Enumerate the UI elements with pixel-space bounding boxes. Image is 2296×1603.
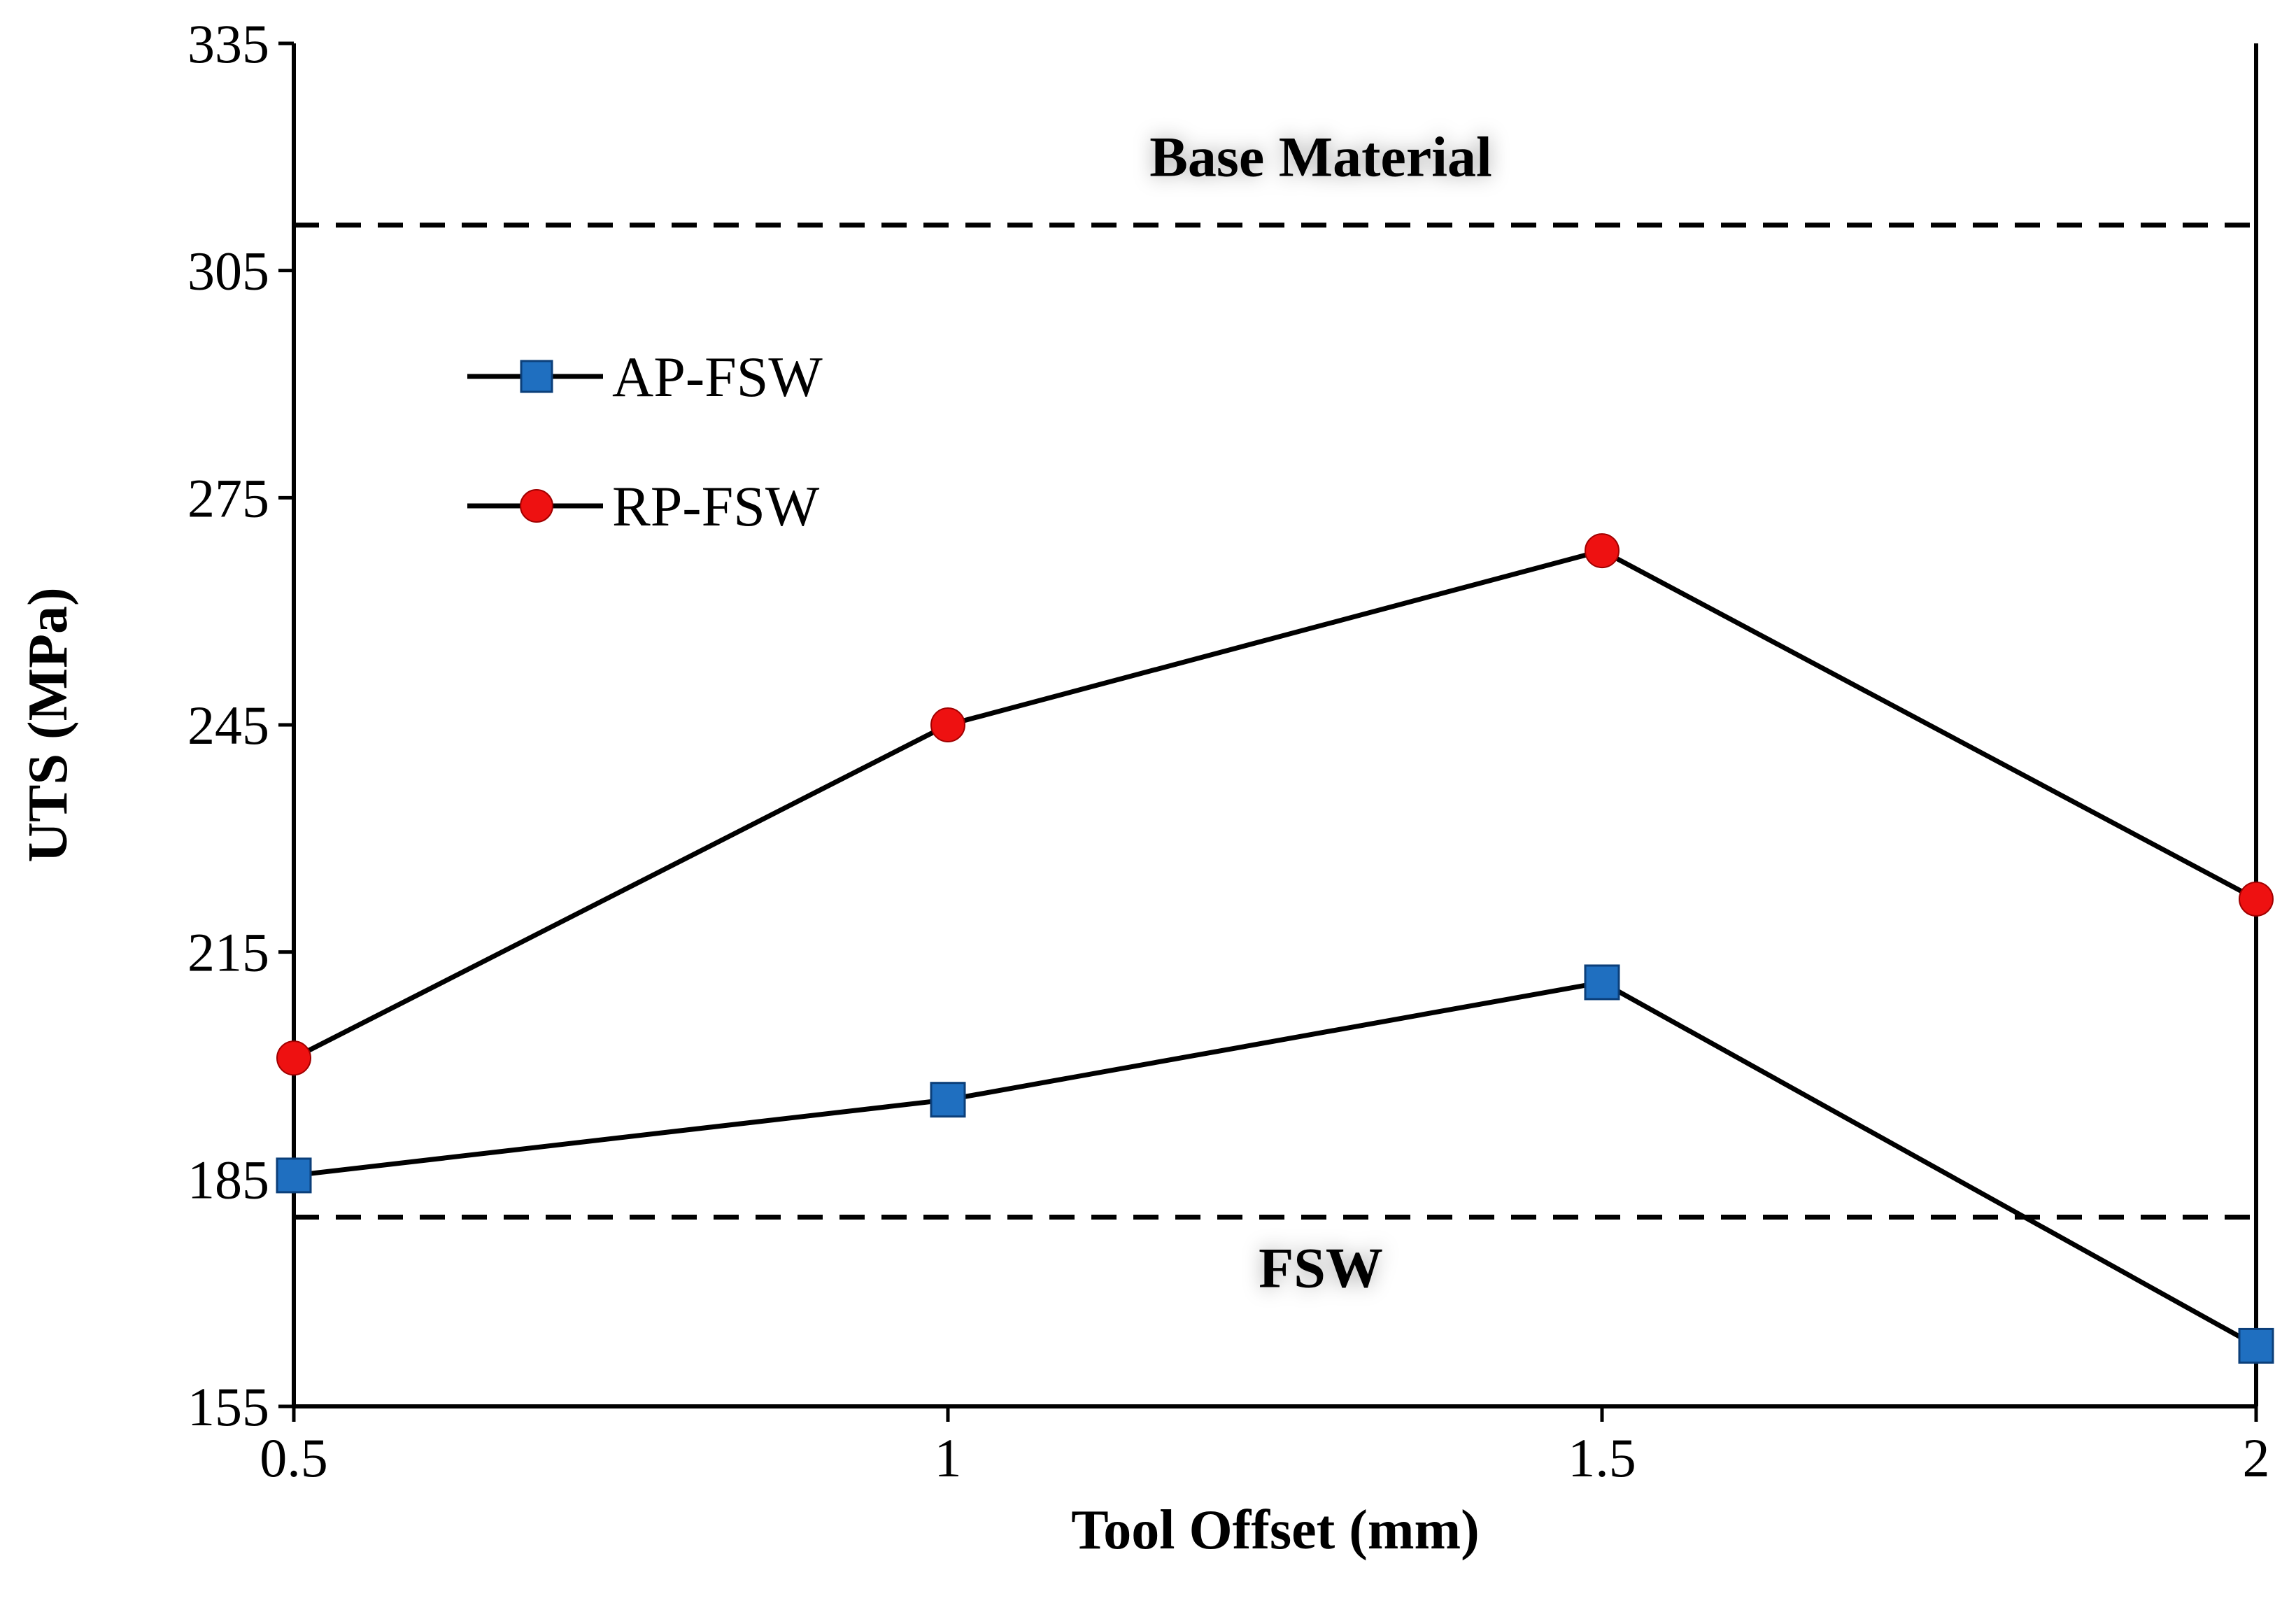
y-tick-label: 335 [187,13,269,74]
reference-label-fsw: FSW [1259,1236,1383,1299]
y-tick-label: 155 [187,1376,269,1437]
y-tick-label: 215 [187,922,269,983]
y-tick-label: 275 [187,467,269,528]
y-tick-label: 185 [187,1149,269,1210]
x-axis-title: Tool Offset (mm) [1071,1499,1480,1561]
reference-lines: Base Material FSW [294,125,2256,1299]
data-point-ap-fsw [276,1157,312,1194]
data-point-ap-fsw [930,1082,966,1118]
plot-area [292,43,2258,1408]
y-tick-label: 305 [187,241,269,302]
y-axis-ticks: 155 185 215 245 275 305 335 [187,13,294,1437]
reference-label-base-material: Base Material [1149,125,1492,189]
data-point-ap-fsw [1584,964,1620,1001]
x-tick-label: 2 [2243,1427,2270,1488]
data-point-rp-fsw [1585,533,1620,569]
legend-label-ap-fsw: AP-FSW [612,345,823,409]
legend: AP-FSW RP-FSW [467,345,823,538]
y-axis-title: UTS (MPa) [17,587,79,862]
data-point-rp-fsw [930,707,965,742]
series-line-rp-fsw [292,548,2258,1061]
x-axis-ticks: 0.5 1 1.5 2 [260,1406,2270,1488]
legend-marker-rp-fsw [520,489,553,523]
x-tick-label: 1.5 [1568,1427,1636,1488]
x-tick-label: 1 [935,1427,962,1488]
y-tick-label: 245 [187,695,269,756]
data-point-rp-fsw [276,1040,311,1076]
data-point-rp-fsw [2239,881,2274,917]
x-tick-label: 0.5 [260,1427,328,1488]
legend-item-rp-fsw: RP-FSW [467,474,820,538]
legend-marker-ap-fsw [520,360,553,393]
data-point-ap-fsw [2238,1327,2274,1364]
legend-label-rp-fsw: RP-FSW [612,474,820,538]
series-line-ap-fsw [293,980,2258,1348]
series-layer [276,533,2274,1364]
legend-item-ap-fsw: AP-FSW [467,345,823,409]
